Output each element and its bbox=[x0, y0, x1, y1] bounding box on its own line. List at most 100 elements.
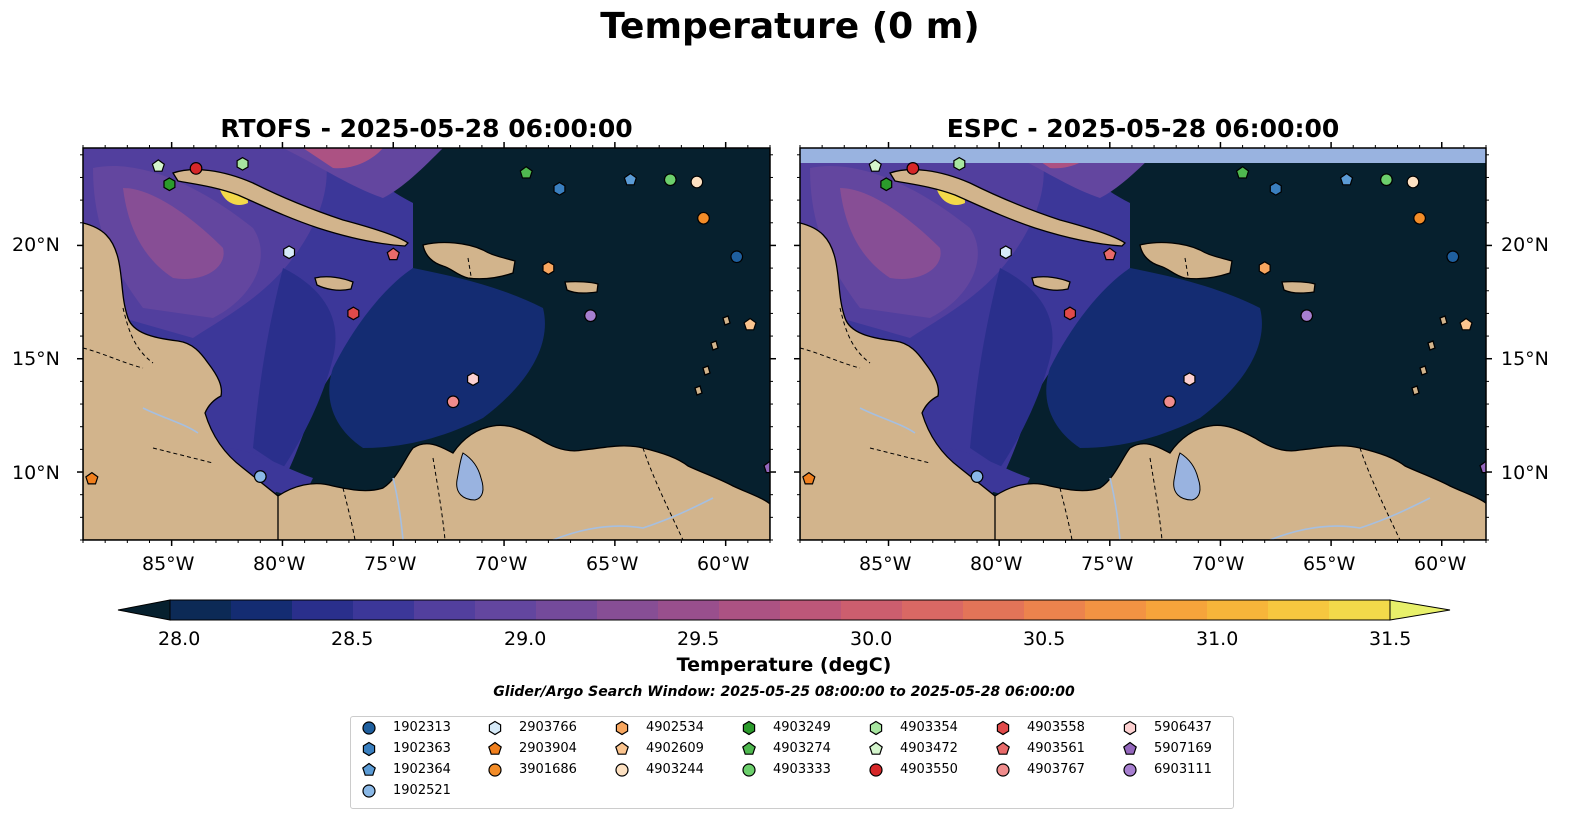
platform-4903561-marker bbox=[386, 247, 400, 261]
x-tick-label: 75°W bbox=[1081, 553, 1134, 575]
axis-ticks bbox=[77, 142, 776, 546]
legend-marker-4903550 bbox=[869, 762, 883, 777]
legend-item-4903561: 4903561 bbox=[993, 738, 1085, 759]
platform-4903767-marker bbox=[1163, 395, 1176, 409]
platform-4903249-marker bbox=[880, 177, 893, 192]
legend-item-4903244: 4903244 bbox=[612, 759, 704, 780]
colorbar-bin bbox=[1085, 600, 1147, 620]
legend: 1902313 1902363 1902364 1902521 2903766 29039… bbox=[350, 716, 1234, 809]
no-data-band bbox=[800, 148, 1486, 163]
platform-5906437-marker bbox=[467, 372, 480, 387]
platform-5907169-marker bbox=[763, 460, 770, 474]
hexagon-marker-icon bbox=[742, 720, 756, 735]
legend-marker-4903472 bbox=[869, 741, 883, 755]
platform-4902534-marker bbox=[1258, 261, 1271, 276]
legend-item-4903558: 4903558 bbox=[993, 717, 1085, 738]
legend-item-1902521: 1902521 bbox=[359, 780, 451, 801]
legend-item-4903550: 4903550 bbox=[866, 759, 958, 780]
colorbar-bin bbox=[1329, 600, 1391, 620]
legend-marker-1902313 bbox=[362, 720, 376, 735]
x-tick-label: 70°W bbox=[1192, 553, 1245, 575]
pentagon-marker-icon bbox=[1123, 741, 1137, 755]
legend-item-3901686: 3901686 bbox=[485, 759, 577, 780]
legend-label: 1902364 bbox=[393, 762, 451, 777]
legend-label: 4903472 bbox=[900, 741, 958, 756]
colorbar-bin bbox=[1024, 600, 1086, 620]
x-tick-label: 70°W bbox=[475, 553, 528, 575]
colorbar-bin bbox=[1146, 600, 1208, 620]
platform-1902313-marker bbox=[1446, 250, 1460, 264]
colorbar-bin bbox=[1207, 600, 1269, 620]
legend-label: 5907169 bbox=[1154, 741, 1212, 756]
y-tick-label: 20°N bbox=[12, 234, 60, 256]
legend-marker-4903767 bbox=[996, 762, 1010, 777]
platform-4903472-marker bbox=[151, 159, 166, 172]
panel-title-rtofs: RTOFS - 2025-05-28 06:00:00 bbox=[220, 114, 633, 143]
legend-label: 1902313 bbox=[393, 720, 451, 735]
platform-1902521-marker bbox=[970, 470, 984, 483]
colorbar-tick-label: 31.0 bbox=[1196, 628, 1239, 650]
platform-4902609-marker bbox=[1459, 317, 1473, 331]
platform-1902363-marker bbox=[1269, 181, 1282, 196]
legend-marker-4903274 bbox=[742, 741, 756, 755]
legend-marker-1902363 bbox=[362, 741, 376, 756]
platform-4903561-marker bbox=[1103, 247, 1117, 261]
platform-4903333-marker bbox=[663, 173, 677, 187]
x-tick-label: 60°W bbox=[697, 553, 750, 575]
x-tick-label: 80°W bbox=[253, 553, 306, 575]
circle-marker-icon bbox=[742, 762, 756, 777]
colorbar-tick-label: 31.5 bbox=[1369, 628, 1412, 650]
legend-item-4903767: 4903767 bbox=[993, 759, 1085, 780]
colorbar-bin bbox=[841, 600, 903, 620]
legend-marker-2903766 bbox=[488, 720, 502, 735]
colorbar-extend-low bbox=[117, 599, 171, 621]
legend-label: 4903550 bbox=[900, 762, 958, 777]
legend-marker-4903558 bbox=[996, 720, 1010, 735]
panel-title-espc: ESPC - 2025-05-28 06:00:00 bbox=[946, 114, 1340, 143]
platform-5906437-marker bbox=[1183, 372, 1196, 387]
land-masses bbox=[83, 168, 770, 540]
circle-marker-icon bbox=[1123, 762, 1137, 777]
legend-label: 2903904 bbox=[519, 741, 577, 756]
map-panel-espc bbox=[800, 148, 1486, 540]
pentagon-marker-icon bbox=[615, 741, 629, 755]
platform-4903249-marker bbox=[163, 177, 176, 192]
legend-item-4903333: 4903333 bbox=[739, 759, 831, 780]
legend-label: 2903766 bbox=[519, 720, 577, 735]
platform-2903766-marker bbox=[283, 245, 296, 260]
colorbar-bin bbox=[475, 600, 537, 620]
axes-frame bbox=[799, 147, 1487, 541]
colorbar-bin bbox=[1268, 600, 1330, 620]
legend-label: 4903767 bbox=[1027, 762, 1085, 777]
colorbar-tick-label: 30.0 bbox=[850, 628, 893, 650]
platform-markers bbox=[85, 156, 770, 485]
platform-4903354-marker bbox=[953, 156, 966, 171]
y-tick-label: 10°N bbox=[1501, 462, 1549, 484]
legend-label: 4903244 bbox=[646, 762, 704, 777]
y-tick-label: 10°N bbox=[12, 462, 60, 484]
lake-maracaibo bbox=[1173, 452, 1201, 501]
colorbar-tick-label: 28.5 bbox=[331, 628, 374, 650]
colorbar-bin bbox=[231, 600, 293, 620]
colorbar-outline bbox=[169, 599, 1391, 621]
x-tick-label: 65°W bbox=[586, 553, 639, 575]
platform-4903354-marker bbox=[236, 156, 249, 171]
legend-label: 5906437 bbox=[1154, 720, 1212, 735]
legend-item-1902363: 1902363 bbox=[359, 738, 451, 759]
legend-item-4902609: 4902609 bbox=[612, 738, 704, 759]
pentagon-marker-icon bbox=[869, 741, 883, 755]
rivers bbox=[859, 407, 1431, 540]
platform-4903550-marker bbox=[189, 161, 203, 175]
platform-3901686-marker bbox=[1413, 211, 1427, 225]
legend-marker-6903111 bbox=[1123, 762, 1137, 777]
x-tick-label: 65°W bbox=[1303, 553, 1356, 575]
platform-2903904-marker bbox=[802, 471, 816, 485]
circle-marker-icon bbox=[996, 762, 1010, 777]
colorbar-bin bbox=[780, 600, 842, 620]
legend-item-2903904: 2903904 bbox=[485, 738, 577, 759]
y-tick-label: 20°N bbox=[1501, 234, 1549, 256]
x-tick-label: 60°W bbox=[1414, 553, 1467, 575]
platform-4903274-marker bbox=[519, 165, 533, 179]
lake-maracaibo bbox=[456, 452, 484, 501]
legend-label: 1902363 bbox=[393, 741, 451, 756]
